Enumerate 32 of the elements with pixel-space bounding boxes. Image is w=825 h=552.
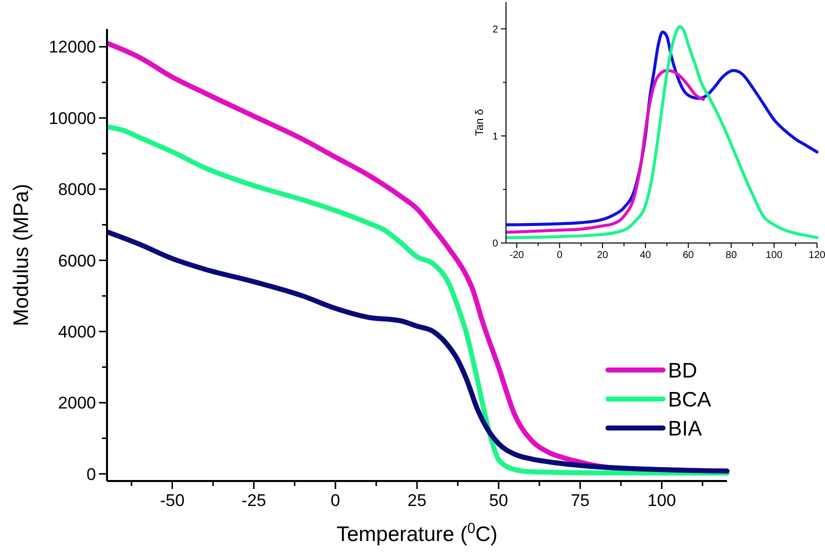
x-tick-label: 40 — [640, 250, 652, 261]
x-tick-label: -25 — [242, 491, 266, 510]
x-tick-label: -50 — [160, 491, 185, 510]
x-tick-label: 100 — [766, 250, 783, 261]
y-tick-label: 0 — [86, 464, 96, 484]
x-tick-label: 60 — [682, 250, 694, 261]
x-tick-label: 0 — [330, 491, 340, 510]
y-axis-title: Modulus (MPa) — [10, 184, 33, 326]
legend-label: BCA — [668, 388, 712, 412]
legend-label: BD — [668, 359, 698, 382]
line-series — [506, 69, 705, 234]
x-tick-label: 50 — [489, 491, 508, 510]
y-tick-label: 2 — [492, 24, 498, 36]
x-tick-label: 75 — [570, 491, 590, 510]
x-tick-label: 20 — [596, 250, 609, 261]
x-tick-label: 100 — [648, 491, 676, 510]
y-tick-label: 10000 — [48, 108, 96, 128]
x-tick-label: 120 — [808, 250, 825, 261]
x-tick-label: 80 — [726, 250, 738, 261]
legend-label: BIA — [668, 417, 702, 440]
y-tick-label: 12000 — [48, 38, 96, 57]
x-axis-title: Temperature ($^{0}$C) — [336, 521, 498, 546]
y-axis-title: Tan δ — [474, 109, 486, 136]
y-tick-label: 2000 — [58, 394, 96, 413]
y-tick-label: 0 — [492, 238, 498, 250]
x-tick-label: 25 — [408, 491, 426, 510]
y-tick-label: 1 — [492, 131, 498, 142]
y-tick-label: 8000 — [58, 180, 96, 200]
x-tick-label: -20 — [510, 250, 524, 261]
y-tick-label: 4000 — [58, 322, 96, 342]
y-tick-label: 6000 — [58, 251, 96, 270]
x-tick-label: 0 — [556, 250, 563, 261]
